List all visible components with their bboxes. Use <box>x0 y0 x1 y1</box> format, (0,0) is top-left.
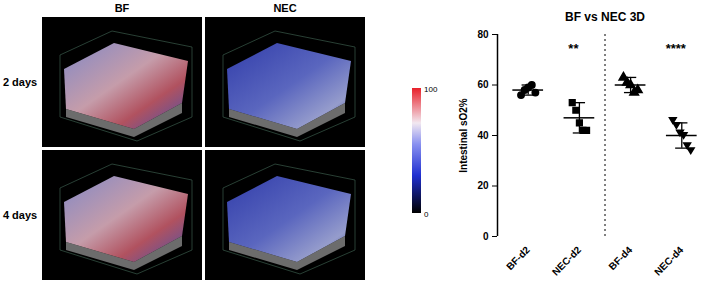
svg-text:BF vs NEC 3D: BF vs NEC 3D <box>565 10 645 24</box>
svg-text:**: ** <box>568 41 579 56</box>
svg-text:NEC-d2: NEC-d2 <box>550 244 584 278</box>
svg-text:BF-d2: BF-d2 <box>504 244 532 272</box>
svg-text:100: 100 <box>424 85 438 94</box>
svg-text:60: 60 <box>477 79 489 90</box>
svg-text:NEC: NEC <box>273 2 296 14</box>
svg-text:4 days: 4 days <box>3 209 37 221</box>
svg-text:Intestinal sO2%: Intestinal sO2% <box>458 98 469 173</box>
svg-text:BF-d4: BF-d4 <box>606 244 634 272</box>
svg-text:NEC-d4: NEC-d4 <box>652 244 686 278</box>
svg-text:****: **** <box>666 41 687 56</box>
svg-text:0: 0 <box>483 231 489 242</box>
svg-text:BF: BF <box>115 2 130 14</box>
svg-text:2 days: 2 days <box>3 76 37 88</box>
svg-text:40: 40 <box>477 130 489 141</box>
svg-text:80: 80 <box>477 29 489 40</box>
svg-text:20: 20 <box>477 180 489 191</box>
svg-text:0: 0 <box>424 210 429 219</box>
